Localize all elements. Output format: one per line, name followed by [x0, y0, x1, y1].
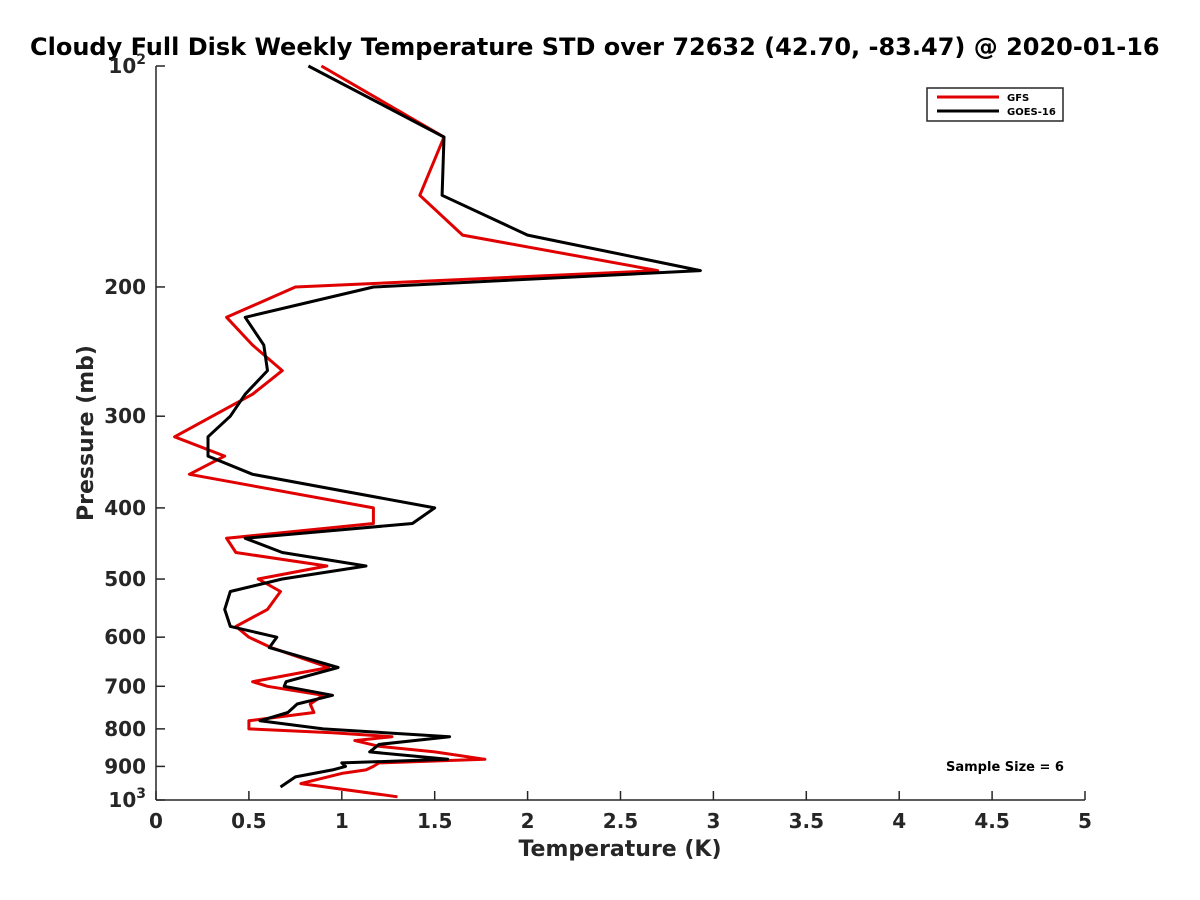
x-tick-label: 0.5 — [231, 809, 266, 833]
legend-label-gfs: GFS — [1007, 93, 1029, 104]
y-tick-label: 700 — [104, 674, 146, 698]
x-tick-label: 3.5 — [789, 809, 824, 833]
legend-label-goes-16: GOES-16 — [1007, 107, 1056, 118]
y-tick-label: 300 — [104, 404, 146, 428]
x-axis-label: Temperature (K) — [518, 837, 721, 862]
x-tick-label: 3 — [706, 809, 720, 833]
series-line-gfs — [173, 64, 660, 799]
legend-box — [926, 87, 1064, 122]
y-axis-label: Pressure (mb) — [74, 345, 99, 521]
x-tick-label: 4.5 — [974, 809, 1009, 833]
x-tick-label: 1 — [335, 809, 349, 833]
x-tick-label: 2 — [521, 809, 535, 833]
y-tick-label: 800 — [104, 717, 146, 741]
legend: GFS GOES-16 — [926, 87, 1064, 122]
sample-size-annotation: Sample Size = 6 — [946, 760, 1064, 775]
x-tick-label: 2.5 — [603, 809, 638, 833]
series-line-goes-16 — [206, 64, 702, 789]
x-tick-label: 5 — [1078, 809, 1092, 833]
x-tick-label: 1.5 — [417, 809, 452, 833]
x-tick-label: 0 — [149, 809, 163, 833]
plot-area: 0 0.5 1 1.5 2 2.5 3 3.5 4 4.5 5 102 200 300 400 500 600 7… — [104, 52, 1092, 833]
y-tick-label: 500 — [104, 567, 146, 591]
y-tick-label: 200 — [104, 275, 146, 299]
y-tick-label: 103 — [108, 786, 146, 812]
y-tick-label: 400 — [104, 496, 146, 520]
chart-title: Cloudy Full Disk Weekly Temperature STD … — [30, 33, 1160, 61]
y-tick-label: 600 — [104, 625, 146, 649]
y-tick-label: 102 — [108, 52, 146, 78]
x-tick-label: 4 — [892, 809, 906, 833]
y-tick-label: 900 — [104, 754, 146, 778]
